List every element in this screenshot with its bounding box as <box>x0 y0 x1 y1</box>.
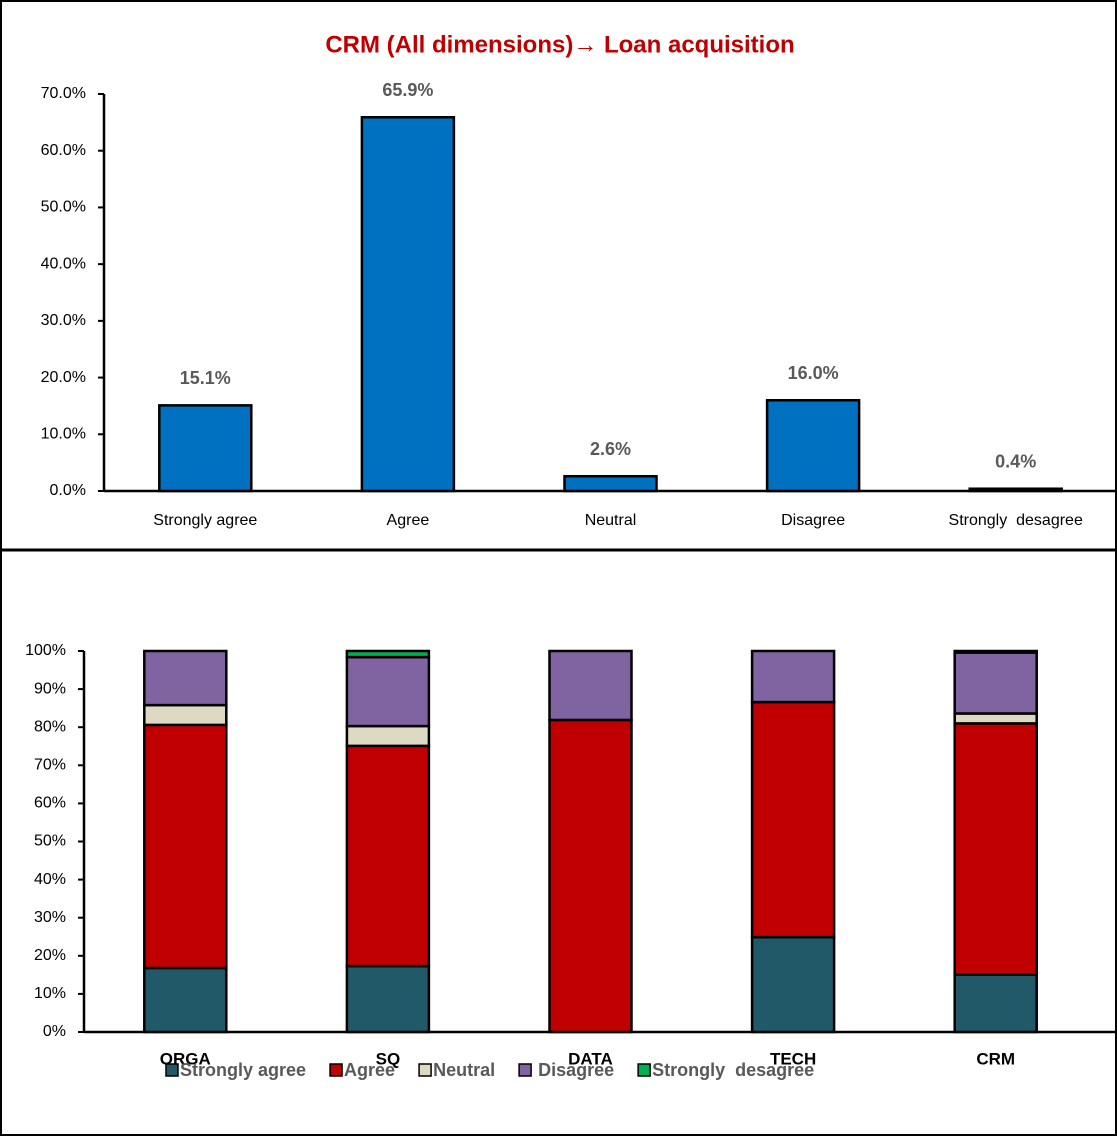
bar <box>968 487 1063 493</box>
bar-segment <box>143 649 228 707</box>
bar-segment <box>345 964 431 1034</box>
bar-segment <box>345 649 431 659</box>
legend-swatch <box>165 1063 179 1077</box>
bar-segment <box>345 655 431 728</box>
y-tick-label: 10% <box>34 985 66 1002</box>
y-tick-label: 40.0% <box>41 255 86 272</box>
bar-segment <box>345 724 431 748</box>
y-tick-label: 0% <box>43 1023 66 1040</box>
bar-segment <box>143 703 228 727</box>
x-tick-label: Strongly desagree <box>949 512 1083 529</box>
y-tick-label: 20.0% <box>41 369 86 386</box>
legend-label: Strongly agree <box>180 1060 306 1080</box>
y-tick-label: 40% <box>34 871 66 888</box>
x-tick-label: TECH <box>770 1049 816 1068</box>
bar <box>765 399 861 493</box>
x-tick-label: Agree <box>387 512 430 529</box>
legend-label: Agree <box>344 1060 395 1080</box>
bar-segment <box>345 744 431 968</box>
y-tick-label: 70.0% <box>41 85 86 102</box>
x-tick-label: Neutral <box>585 512 637 529</box>
bar <box>360 116 456 493</box>
bar <box>158 404 253 493</box>
y-tick-label: 0.0% <box>50 482 86 499</box>
bar-segment <box>750 649 836 704</box>
legend-swatch <box>637 1063 651 1077</box>
data-label: 16.0% <box>788 363 839 383</box>
legend-label: Neutral <box>433 1060 495 1080</box>
y-tick-label: 30.0% <box>41 312 86 329</box>
bar-segment <box>953 973 1038 1034</box>
bar-segment <box>953 651 1038 715</box>
y-tick-label: 50% <box>34 833 66 850</box>
legend-swatch <box>518 1063 532 1077</box>
legend-swatch <box>418 1063 432 1077</box>
bar-segment <box>548 649 633 722</box>
y-tick-label: 100% <box>25 642 66 659</box>
y-tick-label: 70% <box>34 757 66 774</box>
chart-title: CRM (All dimensions)→ Loan acquisition <box>325 31 794 58</box>
x-tick-label: DATA <box>568 1049 613 1068</box>
x-tick-label: Disagree <box>781 512 845 529</box>
bar-segment <box>143 723 228 970</box>
data-label: 0.4% <box>995 451 1036 471</box>
y-tick-label: 50.0% <box>41 199 86 216</box>
y-tick-label: 60% <box>34 795 66 812</box>
bar-segment <box>548 718 633 1034</box>
bar-segment <box>750 700 836 939</box>
legend-label: Strongly desagree <box>652 1060 814 1080</box>
bar-segment <box>953 649 1038 654</box>
legend-label: Disagree <box>533 1060 614 1080</box>
bar-segment <box>750 935 836 1034</box>
y-tick-label: 30% <box>34 909 66 926</box>
x-tick-label: Strongly agree <box>153 512 257 529</box>
y-tick-label: 10.0% <box>41 426 86 443</box>
x-tick-label: SQ <box>376 1049 401 1068</box>
data-label: 65.9% <box>382 80 433 100</box>
legend-swatch <box>329 1063 343 1077</box>
y-tick-label: 90% <box>34 680 66 697</box>
x-tick-label: CRM <box>976 1049 1015 1068</box>
y-tick-label: 20% <box>34 947 66 964</box>
y-tick-label: 60.0% <box>41 142 86 159</box>
data-label: 2.6% <box>590 439 631 459</box>
y-tick-label: 80% <box>34 718 66 735</box>
bar-segment <box>953 722 1038 976</box>
bar-segment <box>953 712 1038 725</box>
bar-segment <box>143 966 228 1034</box>
data-label: 15.1% <box>180 368 231 388</box>
bar <box>563 475 658 493</box>
